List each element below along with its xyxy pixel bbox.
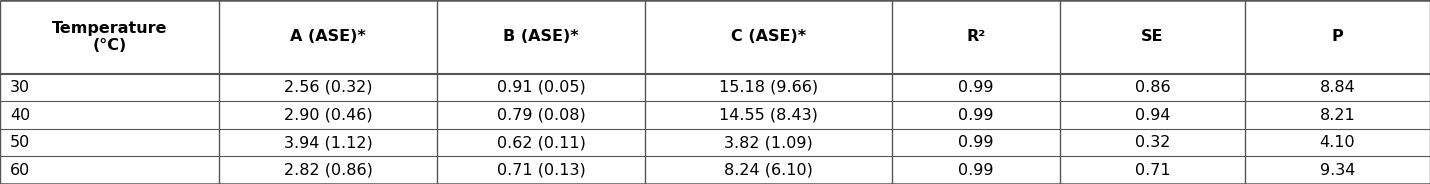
Text: 0.79 (0.08): 0.79 (0.08) <box>496 107 585 123</box>
Text: 8.21: 8.21 <box>1320 107 1356 123</box>
Text: 0.99: 0.99 <box>958 107 994 123</box>
Text: 0.32: 0.32 <box>1135 135 1170 150</box>
Text: 0.71: 0.71 <box>1134 163 1170 178</box>
Text: 0.91 (0.05): 0.91 (0.05) <box>496 80 585 95</box>
Text: 0.99: 0.99 <box>958 163 994 178</box>
Text: 0.86: 0.86 <box>1134 80 1170 95</box>
Text: 50: 50 <box>10 135 30 150</box>
Text: 0.99: 0.99 <box>958 80 994 95</box>
Text: 2.90 (0.46): 2.90 (0.46) <box>283 107 372 123</box>
Text: B (ASE)*: B (ASE)* <box>503 29 579 44</box>
Text: Temperature
(°C): Temperature (°C) <box>51 21 167 53</box>
Text: 0.62 (0.11): 0.62 (0.11) <box>496 135 586 150</box>
Text: P: P <box>1331 29 1343 44</box>
Text: SE: SE <box>1141 29 1164 44</box>
Text: 60: 60 <box>10 163 30 178</box>
Text: A (ASE)*: A (ASE)* <box>290 29 366 44</box>
Text: C (ASE)*: C (ASE)* <box>731 29 807 44</box>
Text: 14.55 (8.43): 14.55 (8.43) <box>719 107 818 123</box>
Text: 3.82 (1.09): 3.82 (1.09) <box>724 135 812 150</box>
Text: 40: 40 <box>10 107 30 123</box>
Text: 9.34: 9.34 <box>1320 163 1356 178</box>
Text: 15.18 (9.66): 15.18 (9.66) <box>719 80 818 95</box>
Text: 8.84: 8.84 <box>1320 80 1356 95</box>
Text: 0.71 (0.13): 0.71 (0.13) <box>496 163 585 178</box>
Text: 30: 30 <box>10 80 30 95</box>
Text: R²: R² <box>967 29 985 44</box>
Text: 0.94: 0.94 <box>1134 107 1170 123</box>
Text: 4.10: 4.10 <box>1320 135 1356 150</box>
Text: 2.56 (0.32): 2.56 (0.32) <box>283 80 372 95</box>
Text: 3.94 (1.12): 3.94 (1.12) <box>283 135 372 150</box>
Text: 2.82 (0.86): 2.82 (0.86) <box>283 163 372 178</box>
Text: 8.24 (6.10): 8.24 (6.10) <box>724 163 812 178</box>
Text: 0.99: 0.99 <box>958 135 994 150</box>
